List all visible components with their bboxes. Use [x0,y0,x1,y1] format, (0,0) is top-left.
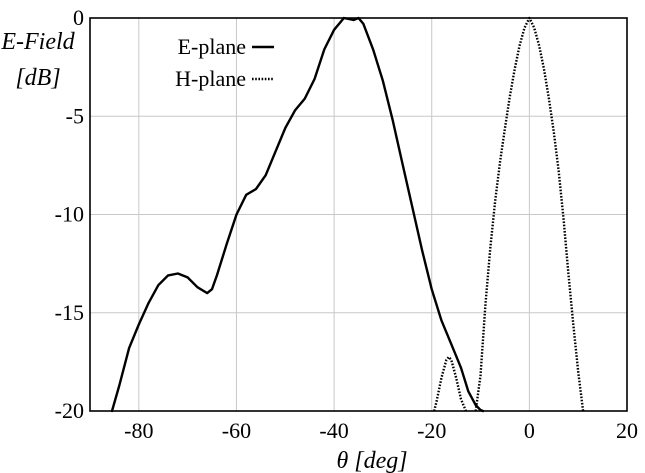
x-tick-label: -80 [124,418,153,443]
x-tick-label: -20 [417,418,446,443]
x-tick-label: -60 [222,418,251,443]
y-tick-label: -5 [66,103,84,128]
series-line-h-plane-1 [433,355,468,412]
y-tick-label: -10 [55,202,84,227]
x-axis-label: θ [deg] [336,448,407,473]
series-group [110,16,585,413]
legend-label-h-plane: H-plane [175,66,246,91]
y-tick-label: -15 [55,300,84,325]
x-tick-label: -40 [319,418,348,443]
series-line-e-plane [110,16,485,413]
x-tick-label: 20 [616,418,638,443]
grid [90,17,628,412]
y-tick-label: 0 [73,5,84,30]
x-tick-labels: -80 -60 -40 -20 0 20 [124,418,638,443]
series-line-h-plane-2 [474,16,585,412]
y-tick-labels: 0 -5 -10 -15 -20 [55,5,84,423]
legend-label-e-plane: E-plane [178,34,246,59]
y-axis-label-line1: E-Field [0,29,75,55]
legend: E-plane H-plane [175,34,274,91]
x-tick-label: 0 [524,418,535,443]
y-tick-label: -20 [55,398,84,423]
y-axis-label-line2: [dB] [15,65,60,91]
